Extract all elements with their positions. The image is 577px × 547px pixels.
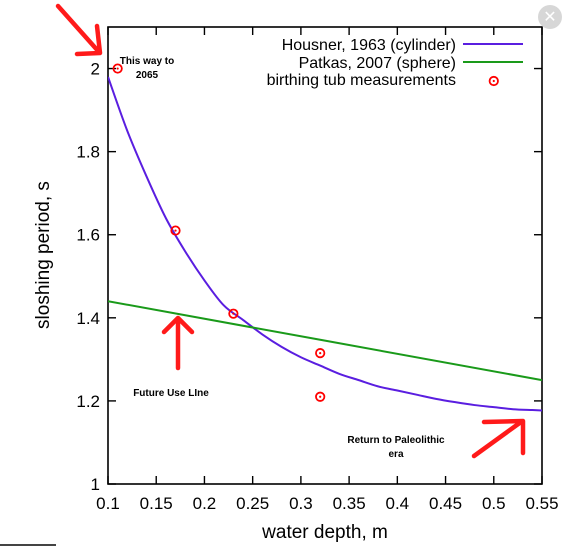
legend-label-patkas: Patkas, 2007 (sphere) (299, 55, 456, 72)
data-point (315, 348, 326, 359)
annotation-future: Future Use LIne (133, 388, 209, 399)
legend-label-measurements: birthing tub measurements (267, 72, 456, 89)
annotation-paleolithic-line1: Return to Paleolithic (347, 435, 445, 446)
annotation-2065: This way to 2065 (120, 56, 174, 81)
y-tick-label: 1.2 (76, 392, 100, 411)
data-point (170, 225, 181, 236)
legend: Housner, 1963 (cylinder) Patkas, 2007 (s… (267, 37, 523, 89)
x-tick-label: 0.4 (386, 494, 410, 513)
y-tick-label: 1.8 (76, 143, 100, 162)
annotation-2065-line2: 2065 (136, 70, 159, 81)
plot-frame (107, 26, 543, 485)
x-tick-label: 0.1 (96, 494, 120, 513)
annotation-future-line1: Future Use LIne (133, 388, 209, 399)
data-point (228, 308, 239, 319)
x-tick-label: 0.35 (333, 494, 366, 513)
x-tick-label: 0.45 (429, 494, 462, 513)
x-tick-label: 0.55 (525, 494, 558, 513)
x-axis-label: water depth, m (261, 522, 388, 543)
annotation-paleolithic: Return to Paleolithic era (347, 435, 445, 460)
x-tick-label: 0.2 (193, 494, 217, 513)
y-tick-label: 2 (91, 60, 100, 79)
data-point (315, 391, 326, 402)
arrow-top-left (55, 3, 103, 57)
x-tick-label: 0.25 (236, 494, 269, 513)
y-tick-label: 1.4 (76, 309, 100, 328)
divider (0, 544, 56, 546)
arrow-bottom-right (471, 418, 526, 459)
close-icon[interactable]: ✕ (538, 5, 562, 29)
series-line-1 (108, 300, 542, 382)
y-tick-label: 1.6 (76, 226, 100, 245)
x-tick-label: 0.15 (140, 494, 173, 513)
annotation-2065-line1: This way to (120, 56, 174, 67)
y-tick-label: 1 (91, 475, 100, 494)
data-point (112, 63, 123, 74)
legend-label-housner: Housner, 1963 (cylinder) (282, 37, 456, 54)
x-tick-label: 0.5 (482, 494, 506, 513)
annotation-paleolithic-line2: era (388, 449, 403, 460)
y-axis-label: sloshing period, s (33, 181, 54, 329)
series-line-0 (108, 76, 542, 412)
arrow-future-line (161, 315, 195, 371)
x-tick-label: 0.3 (289, 494, 313, 513)
data-point (488, 75, 499, 87)
